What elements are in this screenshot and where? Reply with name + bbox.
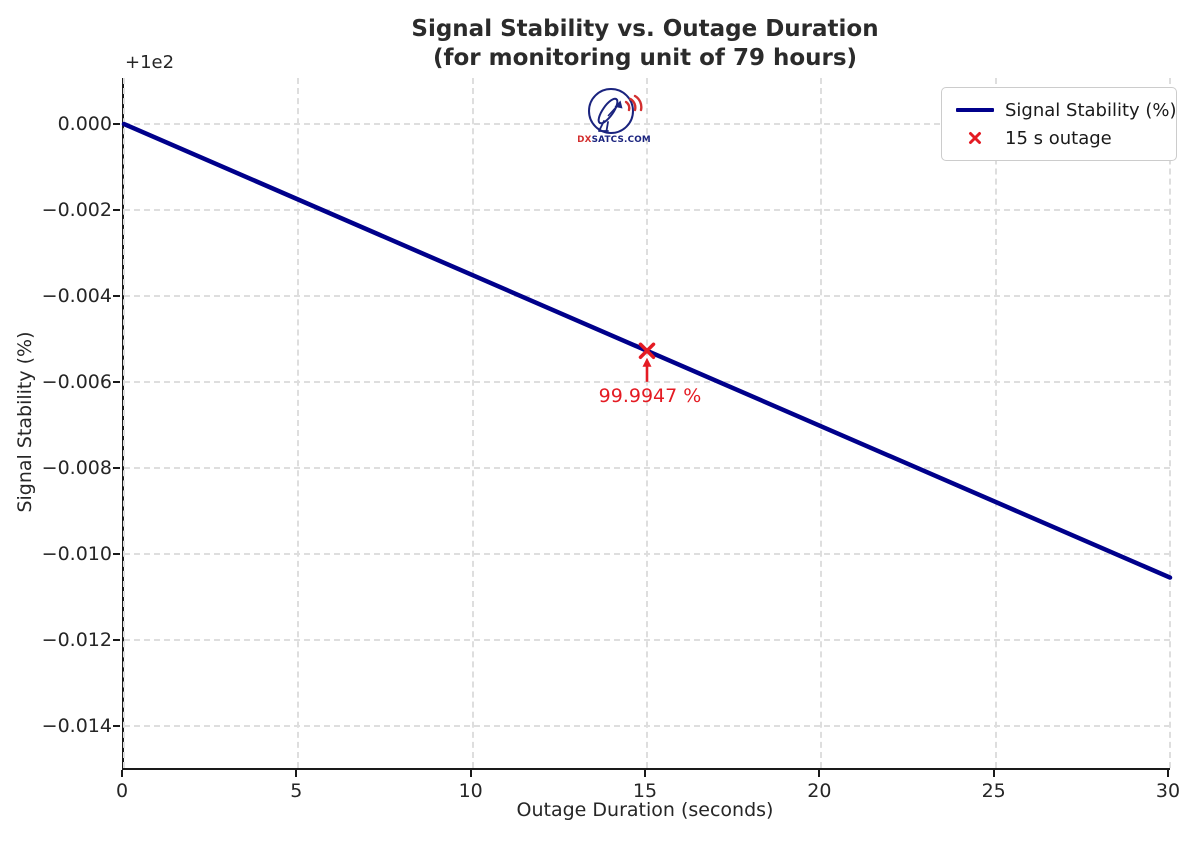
- y-tick-mark: [113, 381, 120, 383]
- legend-x-swatch: [955, 130, 995, 146]
- gridline-vertical: [471, 78, 474, 768]
- x-tick-mark: [992, 770, 995, 777]
- legend-item-label: 15 s outage: [1005, 127, 1112, 149]
- x-tick-label: 10: [458, 780, 483, 802]
- annotation-arrowhead-icon: [642, 357, 652, 367]
- gridline-vertical: [123, 78, 125, 768]
- x-tick-label: 25: [981, 780, 1006, 802]
- gridline-horizontal: [124, 209, 1170, 211]
- gridline-vertical: [297, 78, 300, 768]
- x-tick-label: 15: [632, 780, 658, 802]
- gridline-horizontal: [124, 466, 1170, 469]
- plot-canvas: [121, 121, 1173, 580]
- gridline-vertical: [820, 78, 823, 768]
- y-tick-mark: [113, 638, 120, 641]
- gridline-vertical: [1169, 78, 1171, 768]
- x-axis-label: Outage Duration (seconds): [516, 799, 774, 821]
- y-tick-label: −0.012: [41, 628, 112, 651]
- annotation-label: 99.9947 %: [598, 384, 702, 407]
- satellite-dish-icon: [588, 88, 643, 134]
- x-tick-mark: [1167, 770, 1169, 777]
- y-tick-label: −0.006: [41, 371, 112, 393]
- y-tick-mark: [113, 552, 120, 555]
- y-axis-label: Signal Stability (%): [14, 331, 36, 513]
- y-tick-mark: [113, 466, 120, 469]
- watermark-text: DXSATCS.COM: [578, 135, 651, 145]
- outage-marker-icon: [638, 342, 656, 360]
- line-swatch-icon: [956, 107, 994, 113]
- gridline-horizontal: [124, 724, 1170, 727]
- x-tick-mark: [295, 770, 298, 777]
- legend-item-label: Signal Stability (%): [1005, 99, 1177, 121]
- y-tick-mark: [113, 724, 120, 727]
- legend: Signal Stability (%) 15 s outage: [941, 87, 1177, 161]
- y-offset-label: +1e2: [125, 52, 175, 73]
- x-tick-mark: [469, 770, 472, 777]
- y-tick-label: −0.002: [41, 199, 112, 221]
- plot-area: 99.9947 %: [121, 78, 1173, 770]
- legend-item-outage: 15 s outage: [942, 124, 1176, 152]
- y-tick-mark: [113, 295, 120, 297]
- y-tick-label: −0.014: [41, 714, 112, 737]
- gridline-horizontal: [124, 123, 1170, 125]
- x-tick-mark: [644, 770, 646, 777]
- x-marker-icon: [969, 132, 981, 144]
- gridline-horizontal: [124, 381, 1170, 383]
- gridline-horizontal: [124, 638, 1170, 641]
- chart-subtitle: (for monitoring unit of 79 hours): [432, 45, 858, 71]
- gridline-vertical: [994, 78, 997, 768]
- y-tick-mark: [113, 209, 120, 211]
- chart-title: Signal Stability vs. Outage Duration: [411, 16, 879, 42]
- gridline-horizontal: [124, 552, 1170, 555]
- title-block: Signal Stability vs. Outage Duration (fo…: [122, 15, 1168, 73]
- x-tick-mark: [818, 770, 821, 777]
- gridline-vertical: [646, 78, 648, 768]
- x-tick-label: 30: [1155, 780, 1181, 802]
- y-tick-mark: [113, 123, 120, 125]
- y-tick-label: −0.010: [41, 542, 112, 565]
- x-tick-label: 20: [807, 780, 832, 802]
- watermark-logo: DXSATCS.COM: [578, 88, 651, 145]
- x-tick-mark: [121, 770, 123, 777]
- legend-item-signal-stability: Signal Stability (%): [942, 96, 1177, 124]
- y-tick-label: −0.008: [41, 456, 112, 479]
- x-tick-label: 0: [115, 780, 129, 802]
- x-tick-label: 5: [290, 780, 303, 802]
- y-tick-label: 0.000: [57, 113, 112, 135]
- legend-line-swatch: [955, 107, 995, 113]
- gridline-horizontal: [124, 295, 1170, 297]
- y-tick-label: −0.004: [41, 285, 112, 307]
